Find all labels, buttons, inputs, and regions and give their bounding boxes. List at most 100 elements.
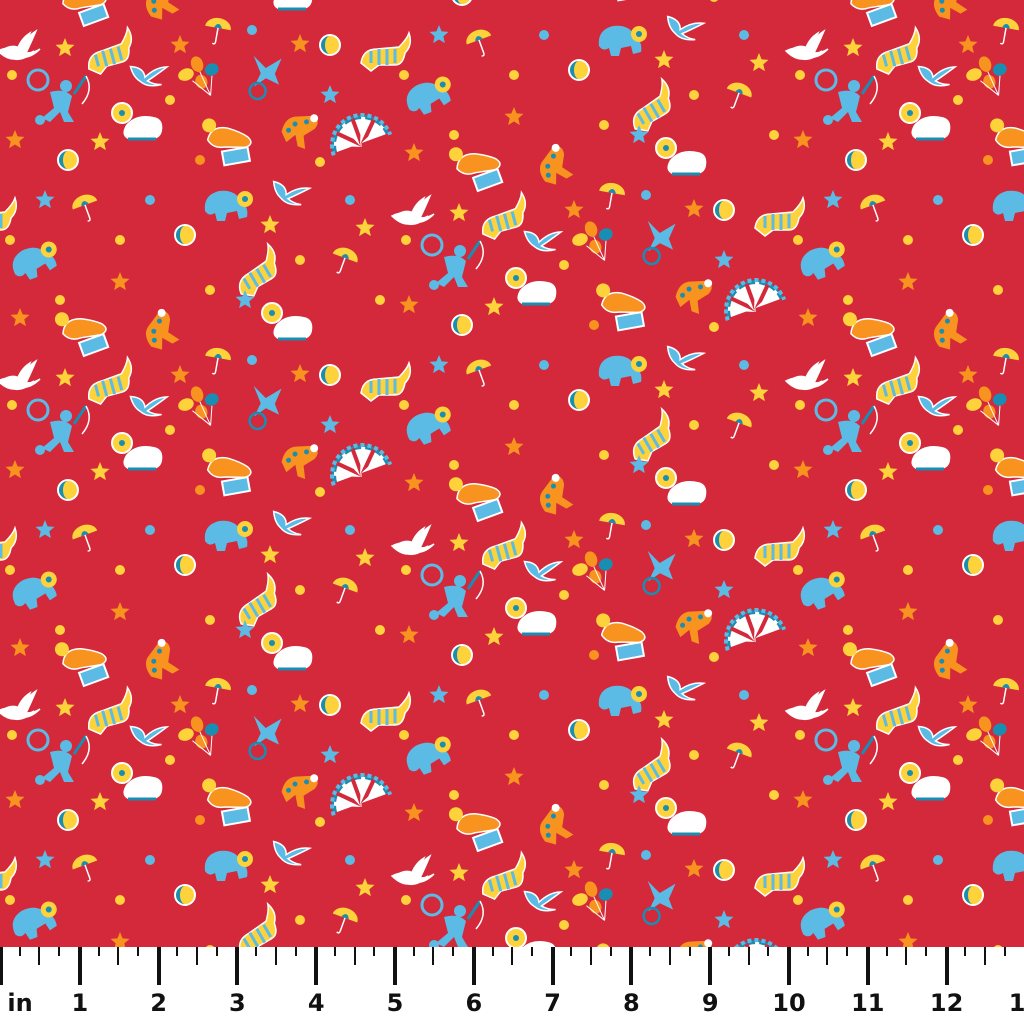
dot-motif [843, 295, 853, 305]
ruler-label: 8 [623, 989, 640, 1017]
star-motif [35, 850, 55, 869]
dot-motif [165, 755, 175, 765]
star-motif [320, 85, 340, 104]
dot-motif [843, 625, 853, 635]
blue-elephant-motif [406, 736, 451, 775]
dot-motif [247, 355, 257, 365]
elephant-on-ball-motif [899, 102, 951, 141]
blue-elephant-motif [12, 901, 57, 940]
umbrella-motif [466, 689, 492, 717]
star-motif [714, 250, 734, 269]
star-motif [898, 932, 918, 947]
star-motif [749, 53, 769, 72]
elephant-on-ball-motif [261, 632, 313, 671]
dot-motif [539, 690, 549, 700]
beach-ball-motif [319, 694, 341, 716]
bird-motif [396, 194, 435, 224]
seal-on-drum-motif [202, 778, 252, 827]
dot-motif [983, 485, 993, 495]
bird-motif [129, 65, 170, 87]
star-motif [843, 368, 863, 387]
star-motif [504, 437, 524, 456]
acrobat-motif [642, 220, 676, 266]
dot-motif [295, 915, 305, 925]
dot-motif [295, 255, 305, 265]
star-motif [654, 710, 674, 729]
seal-on-drum-motif [596, 283, 646, 332]
star-motif [564, 200, 584, 219]
beach-ball-motif [568, 719, 590, 741]
striped-tiger-motif [360, 30, 412, 72]
ruler-label: 1 [71, 989, 89, 1017]
blue-elephant-motif [12, 571, 57, 610]
dot-motif [641, 850, 651, 860]
dot-motif [195, 155, 205, 165]
ruler-label: 13 [1008, 989, 1024, 1017]
dot-motif [205, 615, 215, 625]
elephant-on-ball-motif [111, 102, 163, 141]
star-motif [654, 50, 674, 69]
star-motif [235, 290, 255, 309]
ruler-tick [924, 947, 927, 956]
polka-dot-dog-motif [281, 774, 319, 810]
beach-ball-motif [452, 0, 472, 6]
elephant-on-ball-motif [261, 302, 313, 341]
star-motif [898, 272, 918, 291]
star-motif [504, 767, 524, 786]
bird-motif [917, 725, 958, 747]
star-motif [654, 380, 674, 399]
star-motif [5, 130, 25, 149]
star-motif [355, 548, 375, 567]
blue-elephant-motif [992, 850, 1024, 881]
blue-elephant-motif [800, 571, 845, 610]
seal-on-drum-motif [842, 312, 898, 358]
elephant-on-ball-motif [899, 762, 951, 801]
seal-on-drum-motif [448, 807, 504, 853]
star-motif [320, 745, 340, 764]
ruler-tick [136, 947, 139, 956]
ruler-label: 6 [465, 989, 483, 1017]
polka-dot-dog-motif [933, 0, 968, 20]
beach-ball-motif [962, 554, 984, 576]
umbrella-motif [205, 347, 231, 375]
dot-motif [769, 790, 779, 800]
beach-ball-motif [319, 34, 341, 56]
ruler-tick [196, 947, 198, 965]
umbrella-motif [332, 577, 358, 604]
star-motif [90, 132, 110, 151]
elephant-on-ball-motif [655, 137, 707, 176]
dot-motif [689, 420, 699, 430]
ruler-tick [708, 947, 713, 985]
dot-motif [35, 445, 45, 455]
ruler-tick [255, 947, 258, 956]
circus-fan-motif [330, 773, 393, 817]
star-motif [5, 790, 25, 809]
balloon-bunch-motif [966, 386, 1007, 426]
bird-motif [917, 65, 958, 87]
ruler-label: 11 [851, 989, 885, 1017]
star-motif [5, 460, 25, 479]
dot-motif [145, 855, 155, 865]
star-motif [793, 790, 813, 809]
beach-ball-motif [57, 809, 79, 831]
dot-motif [589, 650, 599, 660]
acrobat-motif [248, 385, 282, 431]
dot-motif [983, 815, 993, 825]
striped-tiger-motif [754, 855, 806, 897]
dot-motif [994, 945, 1002, 947]
dot-motif [903, 895, 913, 905]
bird-motif [666, 345, 707, 371]
star-motif [798, 308, 818, 327]
acrobat-motif [642, 880, 676, 926]
dot-motif [709, 322, 719, 332]
dot-motif [509, 70, 519, 80]
dot-motif [599, 780, 609, 790]
seal-on-drum-motif [202, 118, 252, 167]
bird-motif [396, 854, 435, 884]
dot-motif [641, 190, 651, 200]
ruler-tick [767, 947, 770, 956]
circus-fan-motif [724, 278, 787, 322]
dot-motif [710, 0, 718, 2]
ruler-tick [688, 947, 691, 956]
striped-tiger-motif [632, 76, 671, 132]
